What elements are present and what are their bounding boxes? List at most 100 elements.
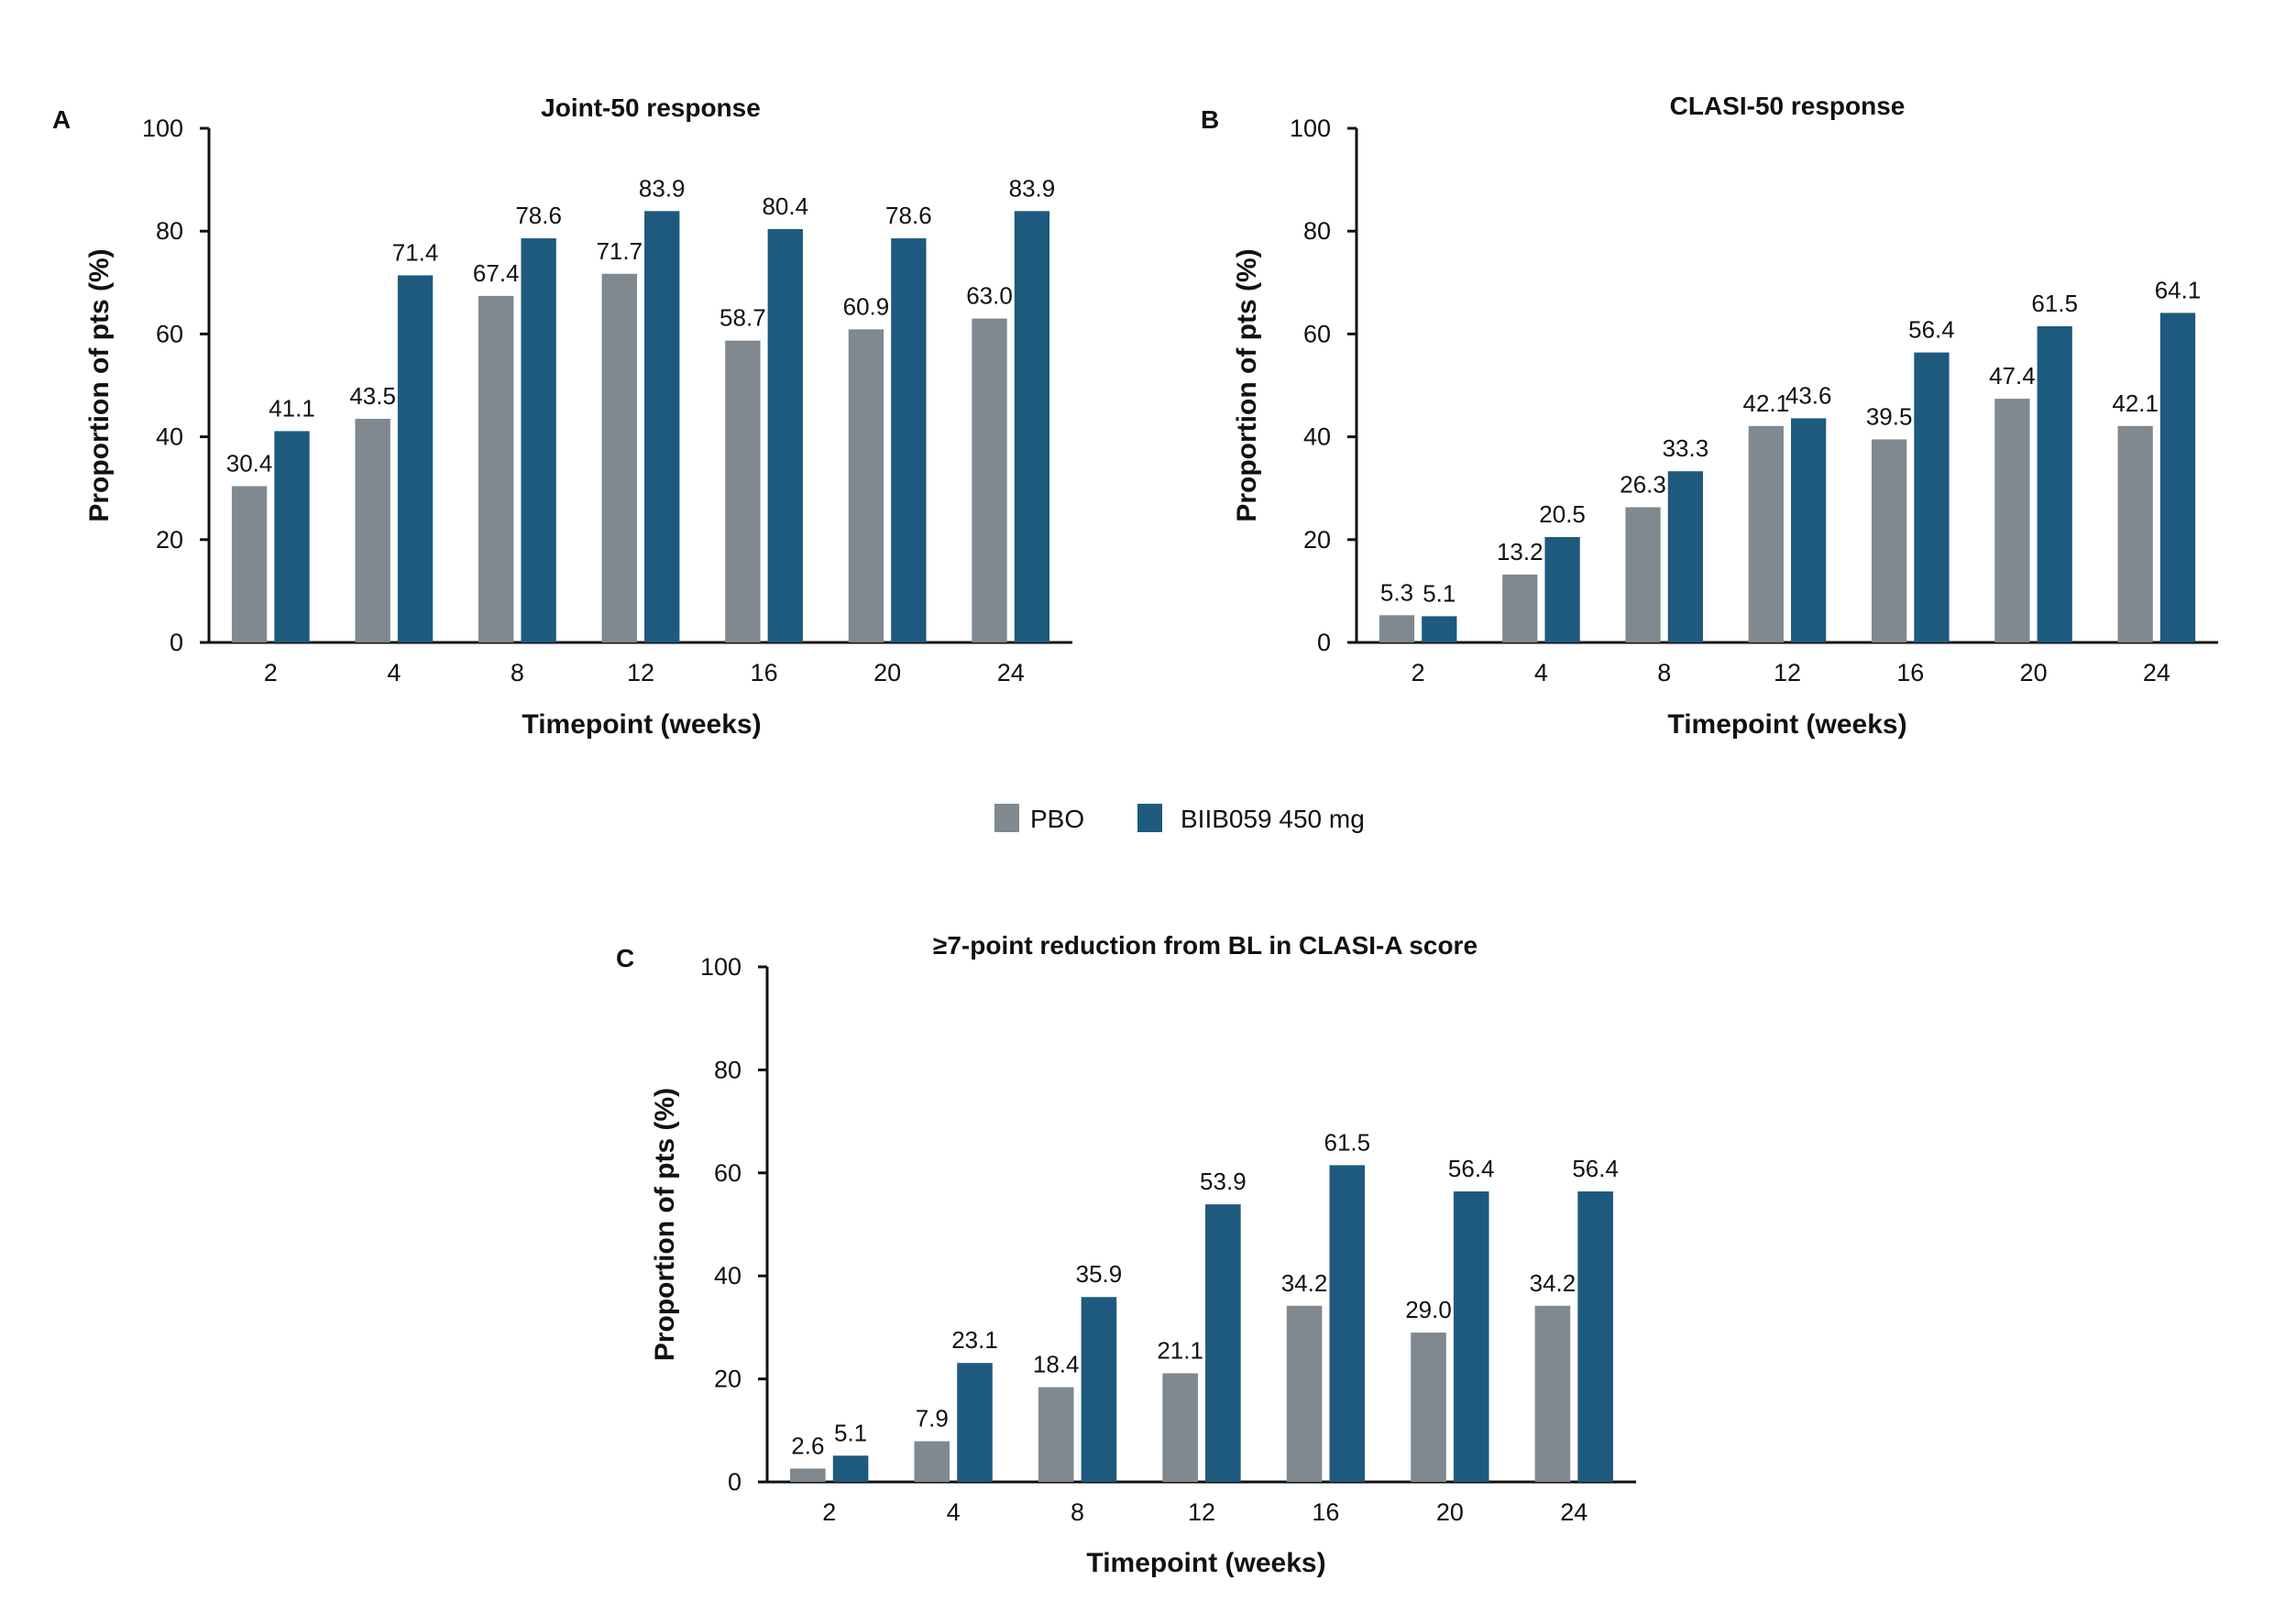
x-tick-label: 20: [1436, 1498, 1464, 1526]
data-label-biib: 35.9: [1076, 1260, 1123, 1288]
legend-label-pbo: PBO: [1030, 805, 1084, 833]
panel-letter: B: [1201, 105, 1219, 134]
data-label-pbo: 42.1: [1743, 390, 1790, 417]
chart-title: CLASI-50 response: [1670, 92, 1906, 120]
bar-pbo: [231, 486, 268, 642]
data-label-pbo: 13.2: [1497, 538, 1543, 565]
bar-pbo: [601, 273, 637, 642]
data-label-pbo: 42.1: [2112, 390, 2159, 417]
panel-letter: C: [616, 944, 634, 972]
bar-pbo: [972, 318, 1007, 642]
x-tick-label: 20: [873, 659, 901, 686]
data-label-biib: 56.4: [1448, 1155, 1495, 1182]
data-label-pbo: 21.1: [1157, 1336, 1203, 1364]
x-tick-label: 24: [1560, 1498, 1587, 1526]
bar-biib: [1205, 1204, 1241, 1482]
y-tick-label: 0: [728, 1468, 742, 1496]
y-tick-label: 40: [714, 1262, 742, 1289]
data-label-pbo: 58.7: [720, 304, 766, 332]
bar-pbo: [1871, 439, 1907, 642]
bar-pbo: [790, 1468, 826, 1482]
bar-biib: [2159, 313, 2196, 642]
data-label-pbo: 5.3: [1380, 578, 1413, 606]
panel-a: A Joint-50 response 0 20 40 60 80 100 Proportion…: [52, 93, 1072, 740]
bar-biib: [1791, 418, 1827, 642]
bar-biib: [1453, 1191, 1489, 1482]
x-tick-label: 8: [511, 659, 524, 686]
y-tick-label: 20: [714, 1366, 742, 1393]
y-tick-label: 80: [156, 217, 183, 245]
data-label-biib: 61.5: [1324, 1128, 1370, 1156]
bar-biib: [891, 238, 927, 642]
bar-pbo: [914, 1441, 950, 1482]
data-label-pbo: 26.3: [1620, 470, 1666, 498]
bar-pbo: [2117, 425, 2153, 642]
data-label-pbo: 67.4: [473, 259, 520, 287]
data-label-biib: 53.9: [1200, 1168, 1247, 1195]
x-tick-label: 12: [1774, 659, 1801, 686]
data-label-biib: 71.4: [392, 238, 439, 266]
bar-pbo: [1748, 425, 1784, 642]
y-tick-label: 100: [700, 953, 742, 981]
data-label-biib: 78.6: [885, 202, 932, 229]
data-label-pbo: 7.9: [916, 1405, 949, 1432]
x-axis-label: Timepoint (weeks): [1667, 709, 1906, 740]
bar-pbo: [1502, 574, 1538, 642]
x-tick-label: 2: [264, 659, 278, 686]
chart-title: Joint-50 response: [541, 93, 761, 122]
x-tick-label: 8: [1657, 659, 1671, 686]
data-label-biib: 80.4: [762, 192, 808, 220]
data-label-pbo: 71.7: [596, 237, 643, 265]
y-tick-label: 0: [170, 629, 183, 656]
legend-label-biib: BIIB059 450 mg: [1181, 805, 1365, 833]
data-label-biib: 41.1: [269, 394, 315, 422]
data-label-pbo: 18.4: [1033, 1351, 1080, 1378]
bar-biib: [1329, 1165, 1366, 1482]
data-label-pbo: 34.2: [1530, 1269, 1576, 1297]
y-tick-label: 60: [714, 1159, 742, 1187]
bar-biib: [1014, 211, 1050, 643]
y-tick-label: 60: [156, 320, 183, 347]
panel-c: C ≥7-point reduction from BL in CLASI-A s…: [616, 931, 1636, 1578]
x-tick-label: 4: [1534, 659, 1548, 686]
data-label-biib: 5.1: [834, 1419, 867, 1446]
bar-biib: [1544, 536, 1580, 642]
data-label-biib: 61.5: [2031, 290, 2078, 317]
bar-biib: [767, 228, 803, 642]
data-label-biib: 83.9: [639, 174, 686, 202]
data-label-pbo: 47.4: [1989, 362, 2036, 390]
data-label-pbo: 2.6: [791, 1432, 824, 1459]
y-tick-label: 80: [1303, 217, 1331, 245]
data-label-pbo: 29.0: [1405, 1296, 1452, 1323]
x-tick-label: 24: [997, 659, 1025, 686]
y-tick-label: 20: [156, 526, 183, 554]
y-tick-label: 100: [142, 115, 183, 142]
y-tick-label: 100: [1290, 115, 1331, 142]
y-tick-label: 20: [1303, 526, 1331, 554]
bar-pbo: [1286, 1305, 1323, 1482]
x-tick-label: 16: [1312, 1498, 1339, 1526]
data-label-biib: 20.5: [1539, 500, 1586, 528]
data-label-pbo: 39.5: [1866, 402, 1913, 430]
bar-biib: [832, 1455, 869, 1482]
bar-biib: [644, 211, 680, 643]
bar-biib: [957, 1363, 993, 1482]
bar-biib: [1422, 616, 1457, 642]
bar-biib: [1667, 471, 1704, 642]
data-label-pbo: 63.0: [966, 282, 1013, 310]
y-axis-label: Proportion of pts (%): [650, 1088, 680, 1361]
data-label-biib: 33.3: [1663, 434, 1709, 462]
y-tick-label: 0: [1317, 629, 1331, 656]
x-tick-label: 2: [822, 1498, 836, 1526]
x-tick-label: 24: [2143, 659, 2170, 686]
data-label-biib: 83.9: [1009, 174, 1056, 202]
y-axis-label: Proportion of pts (%): [84, 248, 115, 521]
legend-swatch-pbo: [994, 804, 1019, 832]
bar-pbo: [1379, 615, 1415, 642]
x-tick-label: 4: [947, 1498, 961, 1526]
data-label-biib: 23.1: [951, 1326, 998, 1354]
y-tick-label: 80: [714, 1056, 742, 1083]
data-label-biib: 5.1: [1423, 579, 1456, 607]
bar-biib: [2037, 325, 2072, 642]
